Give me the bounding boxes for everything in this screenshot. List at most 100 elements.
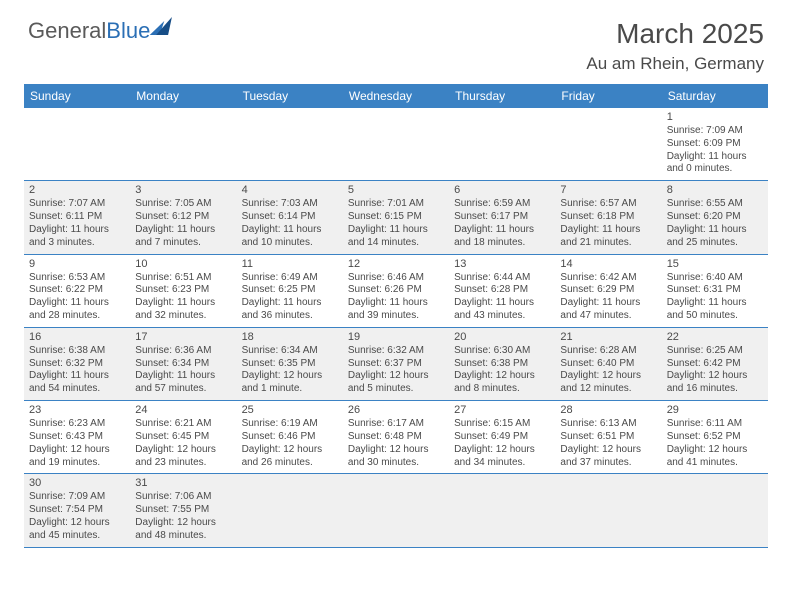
- day-number: 11: [242, 257, 338, 271]
- weekday-header: Thursday: [449, 84, 555, 108]
- sunrise-text: Sunrise: 6:46 AM: [348, 272, 444, 285]
- calendar-empty-cell: [24, 108, 130, 180]
- calendar-empty-cell: [449, 474, 555, 546]
- sunset-text: Sunset: 6:40 PM: [560, 358, 656, 371]
- sunrise-text: Sunrise: 6:51 AM: [135, 272, 231, 285]
- sunrise-text: Sunrise: 6:21 AM: [135, 418, 231, 431]
- sunset-text: Sunset: 6:42 PM: [667, 358, 763, 371]
- page-header: GeneralBlue March 2025 Au am Rhein, Germ…: [0, 0, 792, 84]
- calendar-empty-cell: [343, 108, 449, 180]
- calendar-week-row: 1Sunrise: 7:09 AMSunset: 6:09 PMDaylight…: [24, 108, 768, 181]
- sunset-text: Sunset: 6:49 PM: [454, 431, 550, 444]
- sunset-text: Sunset: 6:15 PM: [348, 211, 444, 224]
- weekday-header: Tuesday: [237, 84, 343, 108]
- calendar-empty-cell: [237, 108, 343, 180]
- day-number: 12: [348, 257, 444, 271]
- calendar-day-cell: 8Sunrise: 6:55 AMSunset: 6:20 PMDaylight…: [662, 181, 768, 253]
- daylight-text: Daylight: 11 hours and 57 minutes.: [135, 370, 231, 396]
- day-number: 15: [667, 257, 763, 271]
- day-number: 9: [29, 257, 125, 271]
- sunrise-text: Sunrise: 6:23 AM: [29, 418, 125, 431]
- calendar-day-cell: 31Sunrise: 7:06 AMSunset: 7:55 PMDayligh…: [130, 474, 236, 546]
- day-number: 14: [560, 257, 656, 271]
- calendar-empty-cell: [662, 474, 768, 546]
- sunrise-text: Sunrise: 6:40 AM: [667, 272, 763, 285]
- day-number: 17: [135, 330, 231, 344]
- sunrise-text: Sunrise: 7:03 AM: [242, 198, 338, 211]
- calendar-day-cell: 27Sunrise: 6:15 AMSunset: 6:49 PMDayligh…: [449, 401, 555, 473]
- calendar-week-row: 2Sunrise: 7:07 AMSunset: 6:11 PMDaylight…: [24, 181, 768, 254]
- sunrise-text: Sunrise: 7:09 AM: [667, 125, 763, 138]
- sunset-text: Sunset: 6:23 PM: [135, 284, 231, 297]
- sunset-text: Sunset: 6:32 PM: [29, 358, 125, 371]
- calendar-day-cell: 26Sunrise: 6:17 AMSunset: 6:48 PMDayligh…: [343, 401, 449, 473]
- calendar-day-cell: 21Sunrise: 6:28 AMSunset: 6:40 PMDayligh…: [555, 328, 661, 400]
- calendar-day-cell: 15Sunrise: 6:40 AMSunset: 6:31 PMDayligh…: [662, 255, 768, 327]
- sunrise-text: Sunrise: 6:49 AM: [242, 272, 338, 285]
- day-number: 23: [29, 403, 125, 417]
- day-number: 4: [242, 183, 338, 197]
- daylight-text: Daylight: 11 hours and 32 minutes.: [135, 297, 231, 323]
- daylight-text: Daylight: 11 hours and 43 minutes.: [454, 297, 550, 323]
- location-label: Au am Rhein, Germany: [586, 54, 764, 74]
- sunrise-text: Sunrise: 7:05 AM: [135, 198, 231, 211]
- sunset-text: Sunset: 6:12 PM: [135, 211, 231, 224]
- sunset-text: Sunset: 7:54 PM: [29, 504, 125, 517]
- weekday-header: Wednesday: [343, 84, 449, 108]
- sunrise-text: Sunrise: 6:13 AM: [560, 418, 656, 431]
- sunset-text: Sunset: 7:55 PM: [135, 504, 231, 517]
- calendar-day-cell: 2Sunrise: 7:07 AMSunset: 6:11 PMDaylight…: [24, 181, 130, 253]
- daylight-text: Daylight: 11 hours and 18 minutes.: [454, 224, 550, 250]
- daylight-text: Daylight: 12 hours and 1 minute.: [242, 370, 338, 396]
- calendar-day-cell: 18Sunrise: 6:34 AMSunset: 6:35 PMDayligh…: [237, 328, 343, 400]
- day-number: 22: [667, 330, 763, 344]
- day-number: 31: [135, 476, 231, 490]
- sunset-text: Sunset: 6:43 PM: [29, 431, 125, 444]
- day-number: 28: [560, 403, 656, 417]
- calendar-grid: SundayMondayTuesdayWednesdayThursdayFrid…: [24, 84, 768, 548]
- sunset-text: Sunset: 6:14 PM: [242, 211, 338, 224]
- daylight-text: Daylight: 12 hours and 45 minutes.: [29, 517, 125, 543]
- day-number: 24: [135, 403, 231, 417]
- sunrise-text: Sunrise: 6:19 AM: [242, 418, 338, 431]
- sunrise-text: Sunrise: 7:07 AM: [29, 198, 125, 211]
- sunrise-text: Sunrise: 6:15 AM: [454, 418, 550, 431]
- sunrise-text: Sunrise: 6:36 AM: [135, 345, 231, 358]
- sunrise-text: Sunrise: 6:44 AM: [454, 272, 550, 285]
- calendar-day-cell: 23Sunrise: 6:23 AMSunset: 6:43 PMDayligh…: [24, 401, 130, 473]
- day-number: 7: [560, 183, 656, 197]
- sunrise-text: Sunrise: 6:25 AM: [667, 345, 763, 358]
- sunrise-text: Sunrise: 6:38 AM: [29, 345, 125, 358]
- day-number: 2: [29, 183, 125, 197]
- sunrise-text: Sunrise: 7:01 AM: [348, 198, 444, 211]
- calendar-week-row: 23Sunrise: 6:23 AMSunset: 6:43 PM Dayligh…: [24, 401, 768, 474]
- sunset-text: Sunset: 6:29 PM: [560, 284, 656, 297]
- title-block: March 2025 Au am Rhein, Germany: [586, 18, 764, 74]
- daylight-text: Daylight: 11 hours and 25 minutes.: [667, 224, 763, 250]
- day-number: 20: [454, 330, 550, 344]
- calendar-day-cell: 29Sunrise: 6:11 AMSunset: 6:52 PMDayligh…: [662, 401, 768, 473]
- day-number: 19: [348, 330, 444, 344]
- day-number: 1: [667, 110, 763, 124]
- sunrise-text: Sunrise: 6:32 AM: [348, 345, 444, 358]
- daylight-text: Daylight: 11 hours and 47 minutes.: [560, 297, 656, 323]
- sunset-text: Sunset: 6:22 PM: [29, 284, 125, 297]
- daylight-text: Daylight: 12 hours and 5 minutes.: [348, 370, 444, 396]
- calendar-week-row: 9Sunrise: 6:53 AMSunset: 6:22 PMDaylight…: [24, 255, 768, 328]
- calendar-day-cell: 13Sunrise: 6:44 AMSunset: 6:28 PMDayligh…: [449, 255, 555, 327]
- daylight-text: Daylight: 12 hours and 37 minutes.: [560, 444, 656, 470]
- sunset-text: Sunset: 6:48 PM: [348, 431, 444, 444]
- day-number: 21: [560, 330, 656, 344]
- weekday-header: Friday: [555, 84, 661, 108]
- month-title: March 2025: [586, 18, 764, 50]
- daylight-text: Daylight: 12 hours and 30 minutes.: [348, 444, 444, 470]
- daylight-text: Daylight: 11 hours and 28 minutes.: [29, 297, 125, 323]
- sunset-text: Sunset: 6:25 PM: [242, 284, 338, 297]
- sunrise-text: Sunrise: 6:59 AM: [454, 198, 550, 211]
- calendar-empty-cell: [237, 474, 343, 546]
- daylight-text: Daylight: 12 hours and 41 minutes.: [667, 444, 763, 470]
- sunset-text: Sunset: 6:18 PM: [560, 211, 656, 224]
- sunset-text: Sunset: 6:38 PM: [454, 358, 550, 371]
- day-number: 16: [29, 330, 125, 344]
- calendar-day-cell: 30Sunrise: 7:09 AMSunset: 7:54 PMDayligh…: [24, 474, 130, 546]
